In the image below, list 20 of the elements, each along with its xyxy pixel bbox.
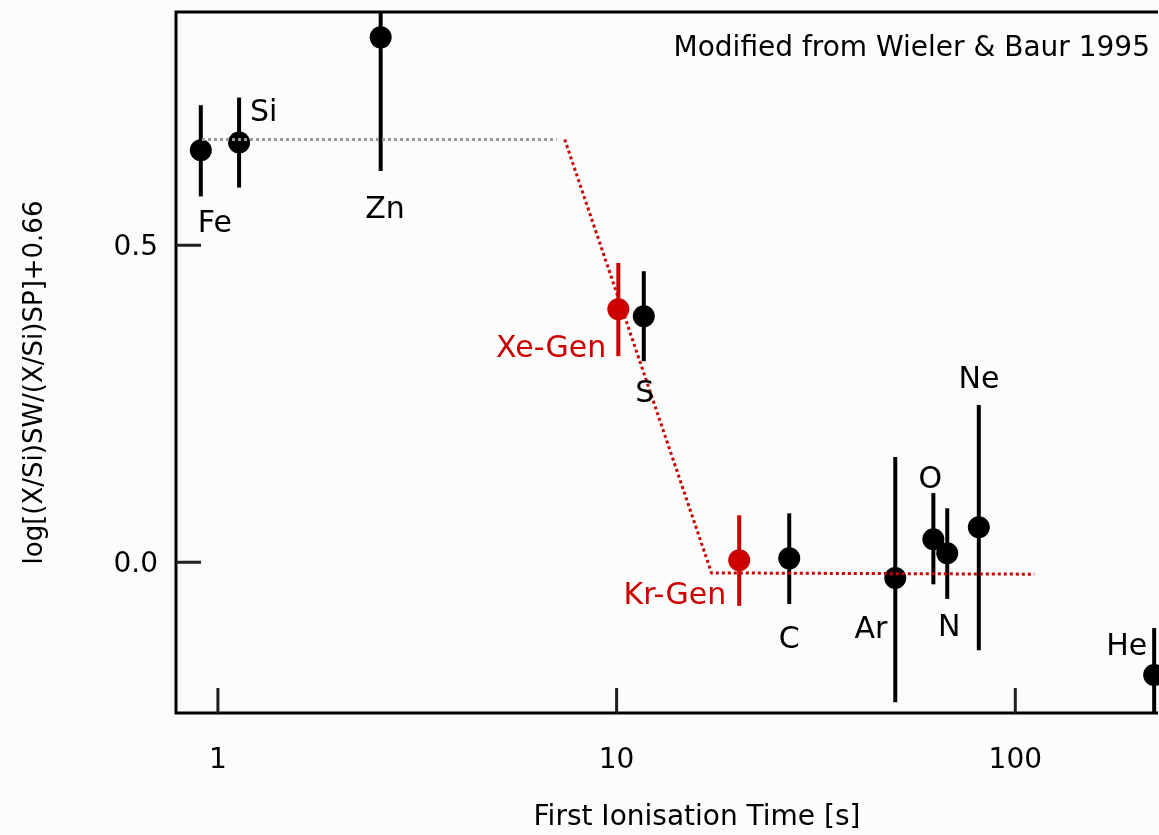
annotation: C [778,620,800,656]
annotation: Ar [854,610,888,645]
annotation: S [635,374,655,410]
annotation: He [1106,626,1148,662]
y-tick-label: 0.5 [113,229,158,263]
x-tick-label: 1 [209,742,227,775]
y-axis-title: log[(X/Si)SW/(X/Si)SP]+0.66 [18,200,48,565]
annotation: Ne [958,360,1000,395]
annotation: N [938,608,961,644]
x-axis-title: First Ionisation Time [s] [533,799,861,832]
annotation: Zn [365,190,405,225]
x-tick-label: 10 [598,742,635,775]
annotation: O [918,460,943,496]
x-tick-label: 100 [988,742,1043,775]
annotation: Kr-Gen [623,576,727,612]
y-tick-label: 0.0 [113,545,158,579]
annotation: Si [250,92,278,128]
annotation: Modified from Wieler & Baur 1995 [673,30,1150,63]
annotation: Fe [197,204,232,240]
annotation: Xe-Gen [496,329,607,365]
